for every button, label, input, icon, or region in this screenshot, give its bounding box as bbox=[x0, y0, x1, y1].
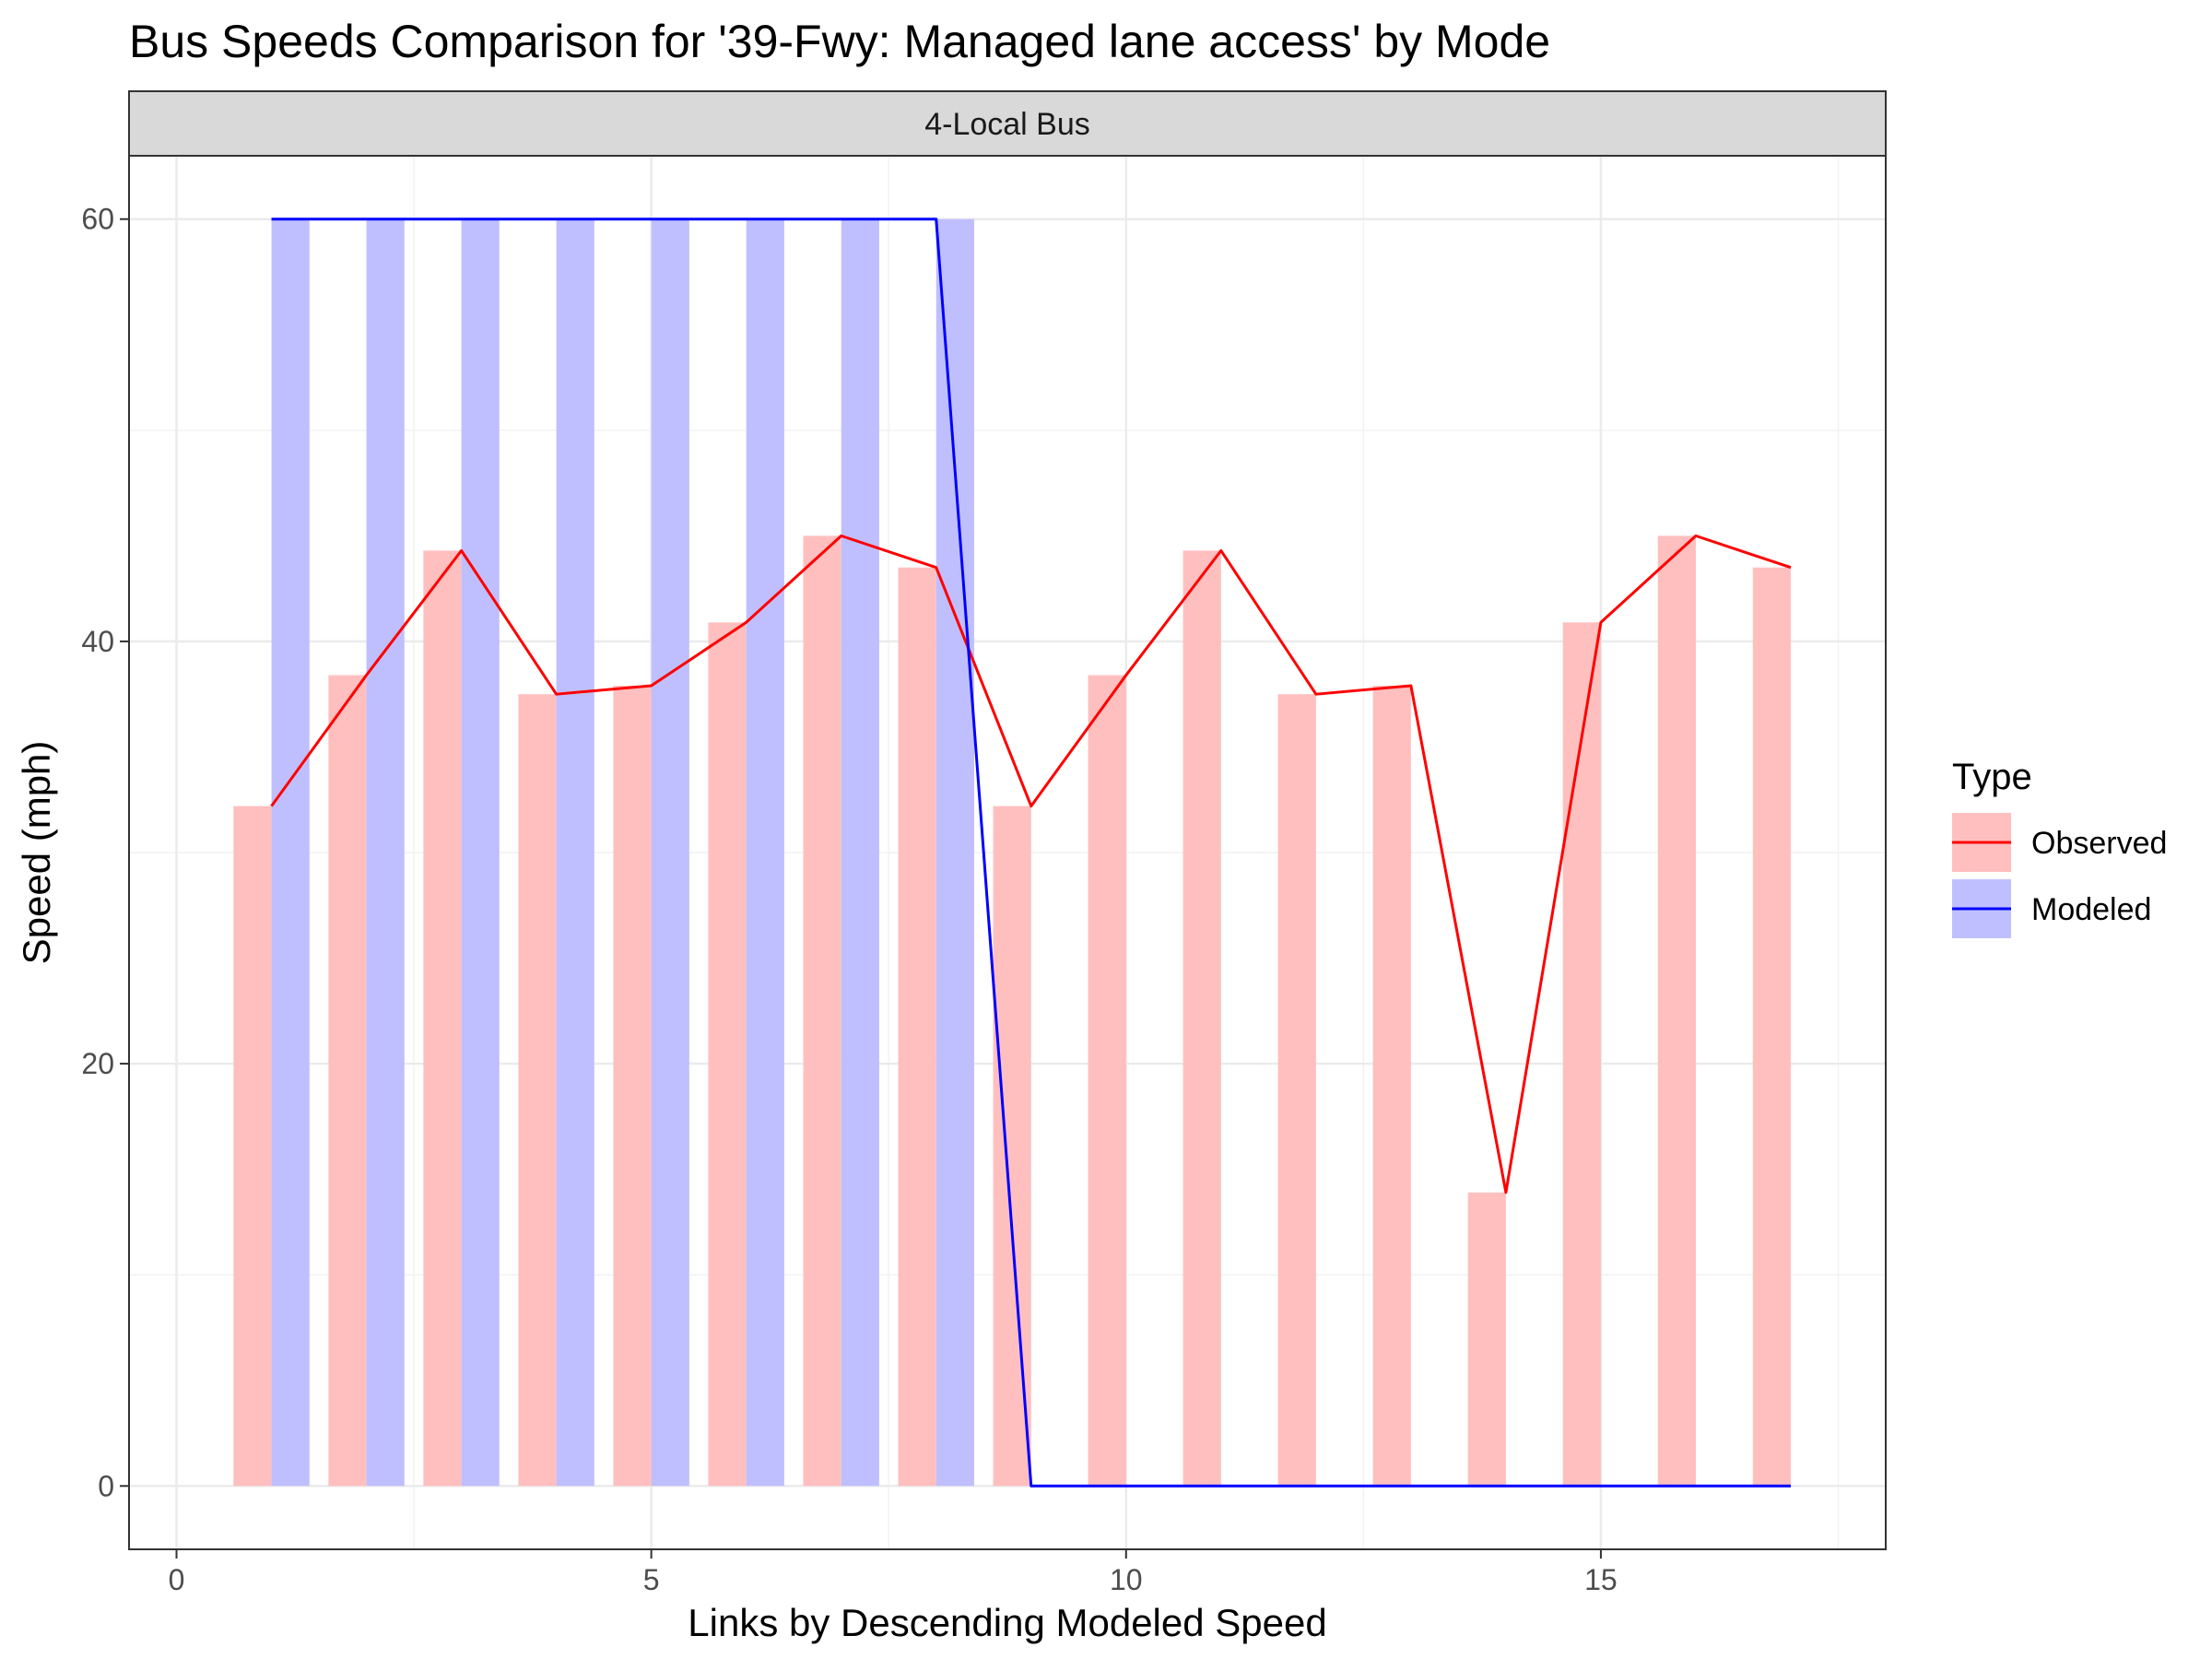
bar-modeled bbox=[841, 218, 879, 1487]
line-modeled bbox=[271, 218, 1791, 1488]
bar-modeled bbox=[935, 218, 974, 1487]
bar-modeled bbox=[271, 218, 310, 1487]
y-tick-label: 60 bbox=[81, 203, 114, 236]
bar-observed bbox=[1372, 686, 1411, 1487]
bar-observed bbox=[1088, 675, 1126, 1487]
bar-modeled bbox=[746, 218, 784, 1487]
bar-modeled bbox=[366, 218, 405, 1487]
legend: Type Observed Modeled bbox=[1952, 757, 2167, 938]
bar-observed bbox=[993, 806, 1031, 1487]
bar-observed bbox=[708, 622, 747, 1487]
y-axis: 0 20 40 60 bbox=[81, 203, 129, 1502]
x-axis: 0 5 10 15 bbox=[169, 1549, 1618, 1596]
bar-observed bbox=[1277, 694, 1316, 1487]
bar-observed bbox=[898, 567, 936, 1487]
x-tick-label: 15 bbox=[1584, 1563, 1618, 1596]
bar-modeled bbox=[651, 218, 689, 1487]
line-observed bbox=[270, 534, 1792, 1194]
x-tick-label: 0 bbox=[169, 1563, 185, 1596]
y-tick-label: 40 bbox=[81, 625, 114, 658]
bar-observed bbox=[1467, 1192, 1506, 1487]
lines bbox=[270, 218, 1792, 1488]
bar-observed bbox=[613, 686, 652, 1487]
bar-observed bbox=[233, 806, 272, 1487]
x-tick-label: 5 bbox=[643, 1563, 660, 1596]
bar-observed bbox=[1562, 622, 1601, 1487]
y-tick-label: 20 bbox=[81, 1047, 114, 1080]
bar-observed bbox=[803, 535, 841, 1487]
chart-title: Bus Speeds Comparison for '39-Fwy: Manag… bbox=[129, 16, 1550, 67]
bar-observed bbox=[423, 550, 462, 1487]
bars bbox=[233, 218, 1791, 1487]
legend-label-modeled: Modeled bbox=[2031, 892, 2151, 927]
x-axis-title: Links by Descending Modeled Speed bbox=[688, 1601, 1326, 1644]
y-tick-label: 0 bbox=[98, 1469, 114, 1502]
bar-modeled bbox=[461, 218, 500, 1487]
plot-border bbox=[128, 155, 1887, 1550]
bar-observed bbox=[328, 675, 367, 1487]
bar-observed bbox=[1752, 567, 1791, 1487]
bar-observed bbox=[1657, 535, 1696, 1487]
legend-label-observed: Observed bbox=[2031, 826, 2167, 861]
bar-observed bbox=[1182, 550, 1221, 1487]
facet-label: 4-Local Bus bbox=[924, 107, 1090, 142]
facet-strip bbox=[128, 90, 1887, 157]
legend-title: Type bbox=[1952, 757, 2032, 797]
x-tick-label: 10 bbox=[1110, 1563, 1143, 1596]
y-axis-title: Speed (mph) bbox=[15, 741, 58, 965]
bar-observed bbox=[518, 694, 557, 1487]
bar-modeled bbox=[556, 218, 594, 1487]
